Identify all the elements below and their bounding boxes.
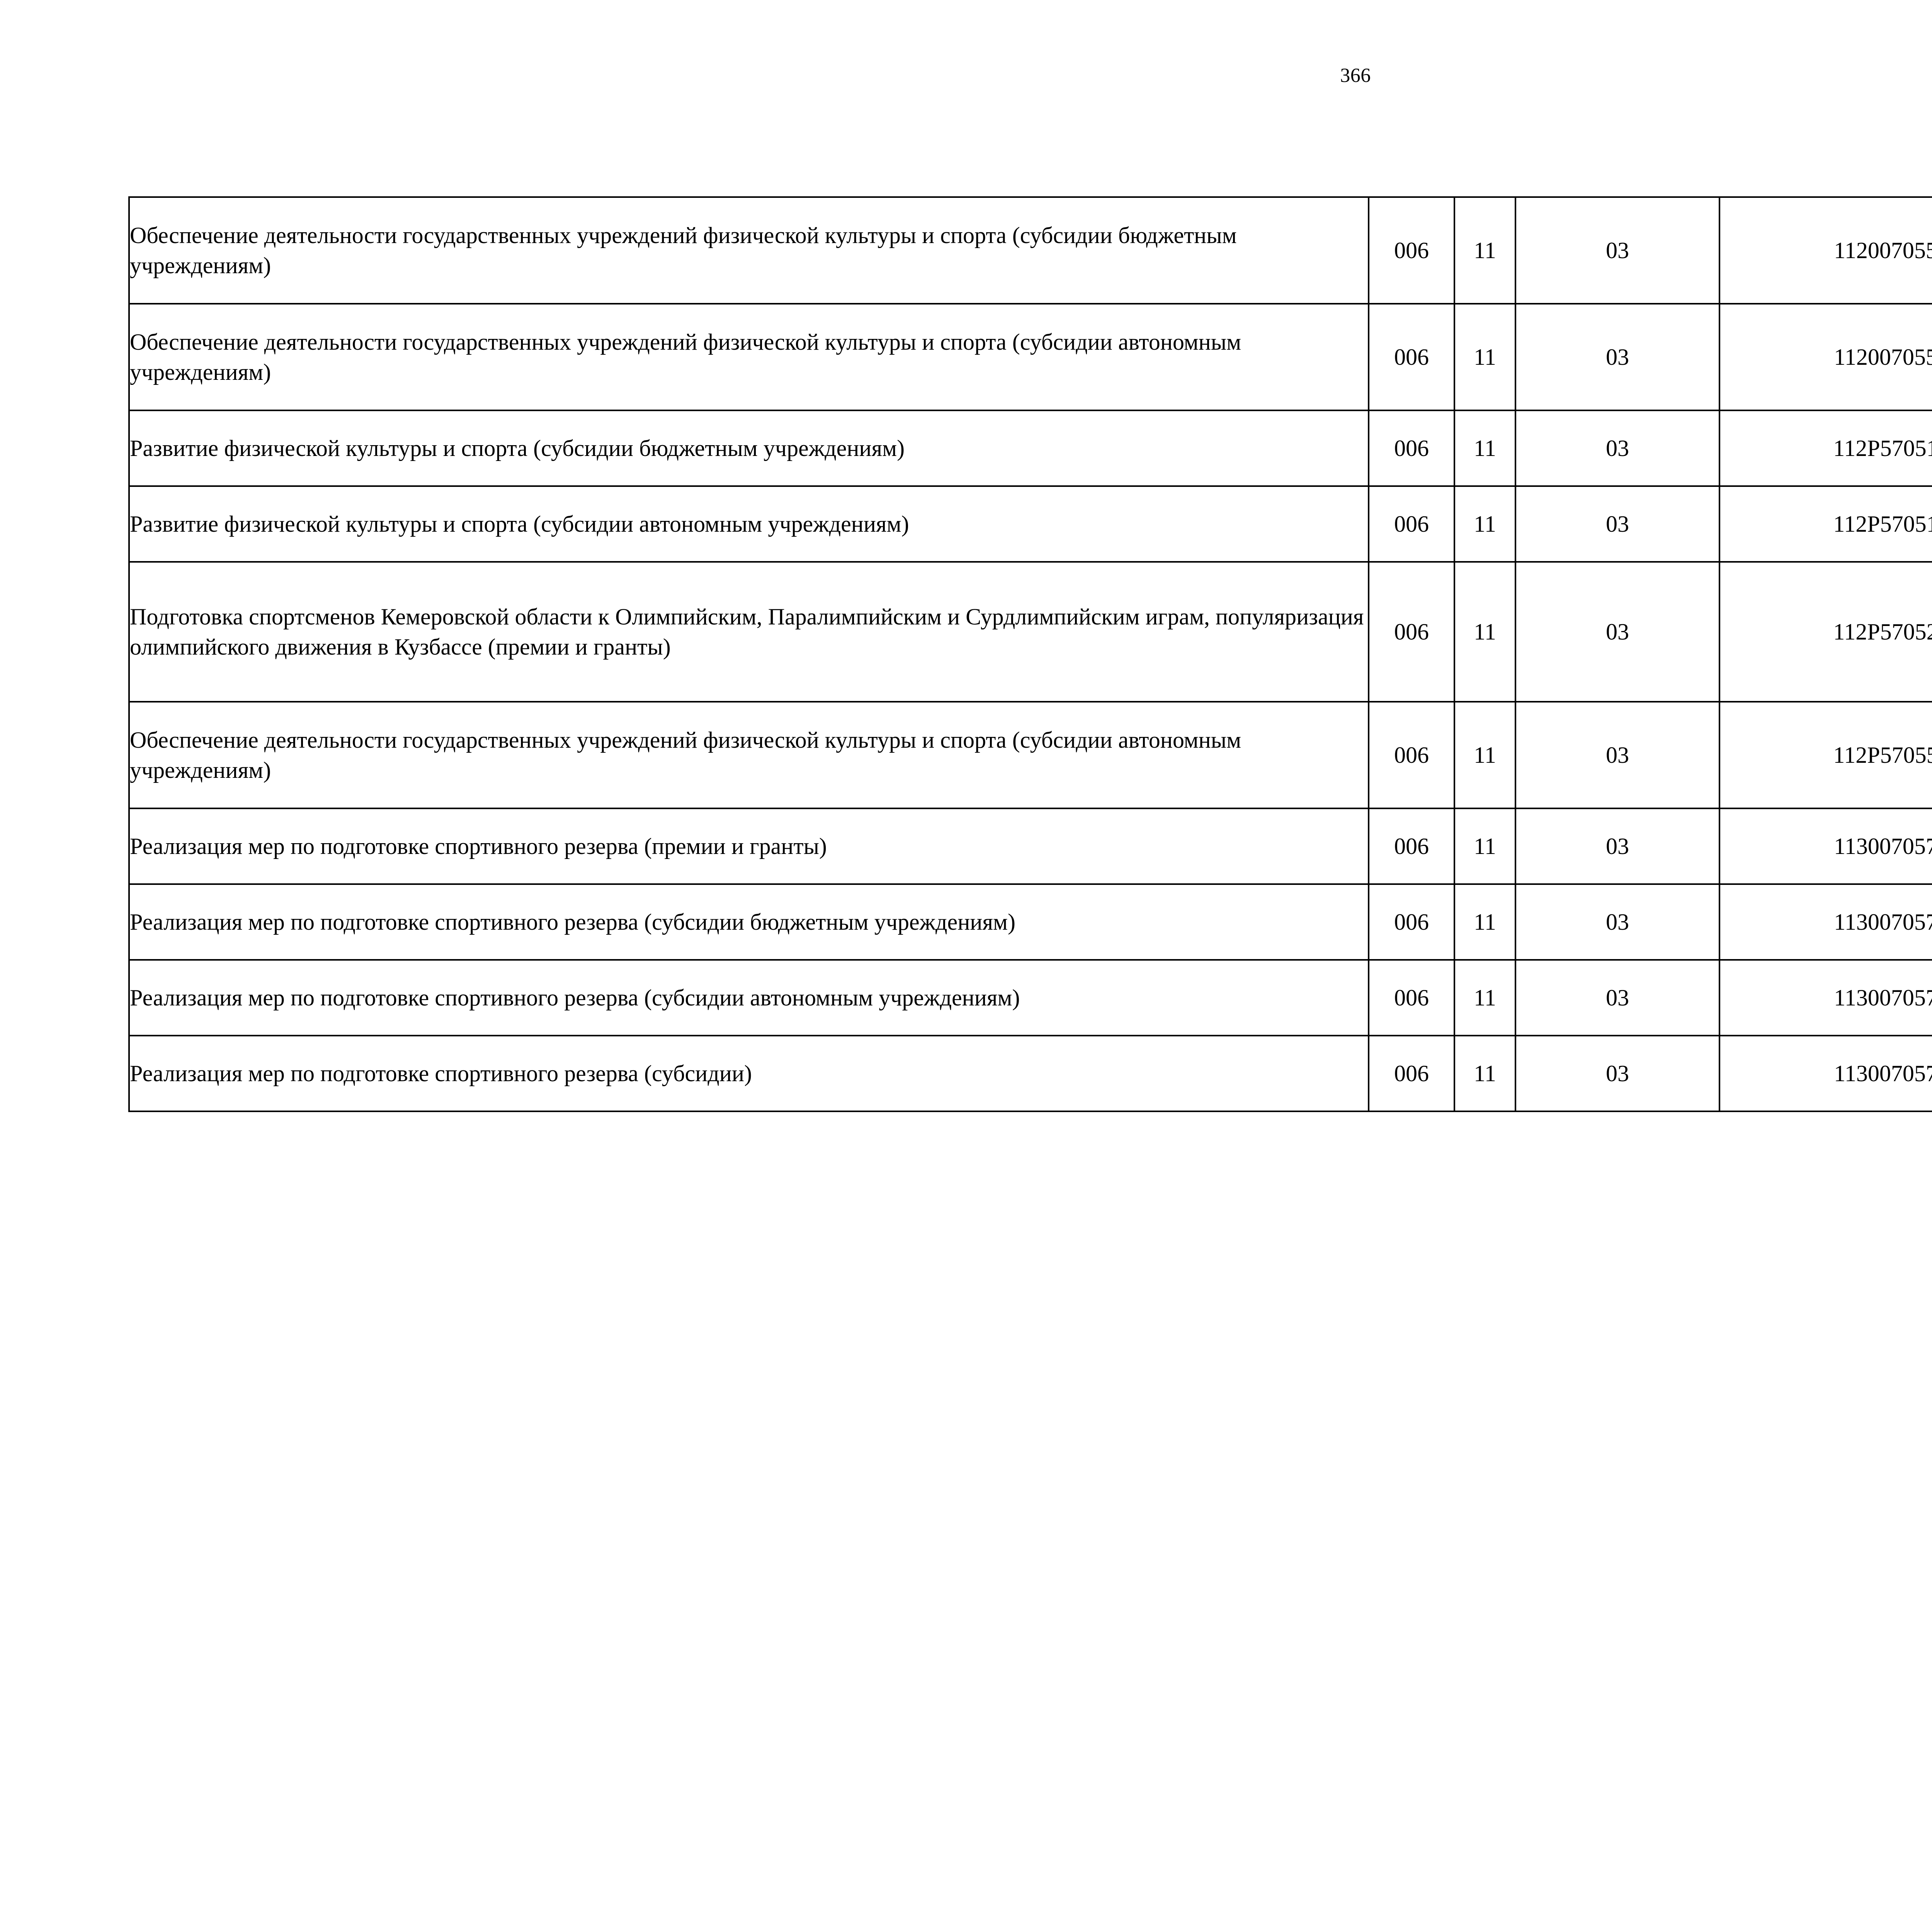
row-glavnyi-cell: 006 xyxy=(1368,959,1455,1036)
row-podrazdel-cell: 03 xyxy=(1515,485,1720,563)
row-razdel-cell: 11 xyxy=(1454,959,1516,1036)
row-podrazdel-cell: 03 xyxy=(1515,883,1720,961)
row-podrazdel-cell: 03 xyxy=(1515,1035,1720,1112)
table-row: Подготовка спортсменов Кемеровской облас… xyxy=(128,561,1932,703)
table-row: Обеспечение деятельности государственных… xyxy=(128,303,1932,411)
row-glavnyi-cell: 006 xyxy=(1368,410,1455,487)
row-glavnyi-cell: 006 xyxy=(1368,196,1455,304)
row-razdel-cell: 11 xyxy=(1454,701,1516,809)
row-name-cell: Реализация мер по подготовке спортивного… xyxy=(128,1035,1369,1112)
row-razdel-cell: 11 xyxy=(1454,883,1516,961)
row-celstatya-cell: 112Р570550 xyxy=(1719,701,1932,809)
row-name-cell: Реализация мер по подготовке спортивного… xyxy=(128,959,1369,1036)
row-glavnyi-cell: 006 xyxy=(1368,561,1455,703)
row-name-cell: Реализация мер по подготовке спортивного… xyxy=(128,808,1369,885)
table-row: Реализация мер по подготовке спортивного… xyxy=(128,808,1932,885)
row-name-cell: Развитие физической культуры и спорта (с… xyxy=(128,410,1369,487)
row-name-cell: Подготовка спортсменов Кемеровской облас… xyxy=(128,561,1369,703)
row-razdel-cell: 11 xyxy=(1454,196,1516,304)
row-razdel-cell: 11 xyxy=(1454,303,1516,411)
row-celstatya-cell: 1130070570 xyxy=(1719,883,1932,961)
page-number: 366 xyxy=(1340,65,1371,87)
row-name-cell: Развитие физической культуры и спорта (с… xyxy=(128,485,1369,563)
row-razdel-cell: 11 xyxy=(1454,1035,1516,1112)
row-podrazdel-cell: 03 xyxy=(1515,303,1720,411)
row-name-cell: Реализация мер по подготовке спортивного… xyxy=(128,883,1369,961)
row-podrazdel-cell: 03 xyxy=(1515,561,1720,703)
row-razdel-cell: 11 xyxy=(1454,808,1516,885)
budget-table-body: Обеспечение деятельности государственных… xyxy=(128,196,1932,1112)
row-glavnyi-cell: 006 xyxy=(1368,701,1455,809)
table-row: Обеспечение деятельности государственных… xyxy=(128,701,1932,809)
row-podrazdel-cell: 03 xyxy=(1515,959,1720,1036)
row-razdel-cell: 11 xyxy=(1454,410,1516,487)
row-podrazdel-cell: 03 xyxy=(1515,196,1720,304)
row-glavnyi-cell: 006 xyxy=(1368,1035,1455,1112)
row-celstatya-cell: 112Р570510 xyxy=(1719,410,1932,487)
row-name-cell: Обеспечение деятельности государственных… xyxy=(128,303,1369,411)
row-celstatya-cell: 112Р570510 xyxy=(1719,485,1932,563)
table-row: Развитие физической культуры и спорта (с… xyxy=(128,410,1932,487)
budget-table: Обеспечение деятельности государственных… xyxy=(128,196,1932,1112)
row-name-cell: Обеспечение деятельности государственных… xyxy=(128,701,1369,809)
row-celstatya-cell: 1130070570 xyxy=(1719,959,1932,1036)
row-podrazdel-cell: 03 xyxy=(1515,410,1720,487)
row-razdel-cell: 11 xyxy=(1454,561,1516,703)
budget-table-container: Обеспечение деятельности государственных… xyxy=(128,196,1932,1112)
row-podrazdel-cell: 03 xyxy=(1515,701,1720,809)
row-celstatya-cell: 1120070550 xyxy=(1719,196,1932,304)
row-glavnyi-cell: 006 xyxy=(1368,808,1455,885)
table-row: Реализация мер по подготовке спортивного… xyxy=(128,883,1932,961)
row-razdel-cell: 11 xyxy=(1454,485,1516,563)
row-celstatya-cell: 1130070570 xyxy=(1719,808,1932,885)
row-celstatya-cell: 1130070570 xyxy=(1719,1035,1932,1112)
row-celstatya-cell: 112Р570520 xyxy=(1719,561,1932,703)
table-row: Реализация мер по подготовке спортивного… xyxy=(128,959,1932,1036)
row-name-cell: Обеспечение деятельности государственных… xyxy=(128,196,1369,304)
row-glavnyi-cell: 006 xyxy=(1368,485,1455,563)
table-row: Реализация мер по подготовке спортивного… xyxy=(128,1035,1932,1112)
table-row: Развитие физической культуры и спорта (с… xyxy=(128,485,1932,563)
table-row: Обеспечение деятельности государственных… xyxy=(128,196,1932,304)
row-celstatya-cell: 1120070550 xyxy=(1719,303,1932,411)
row-glavnyi-cell: 006 xyxy=(1368,303,1455,411)
row-podrazdel-cell: 03 xyxy=(1515,808,1720,885)
row-glavnyi-cell: 006 xyxy=(1368,883,1455,961)
